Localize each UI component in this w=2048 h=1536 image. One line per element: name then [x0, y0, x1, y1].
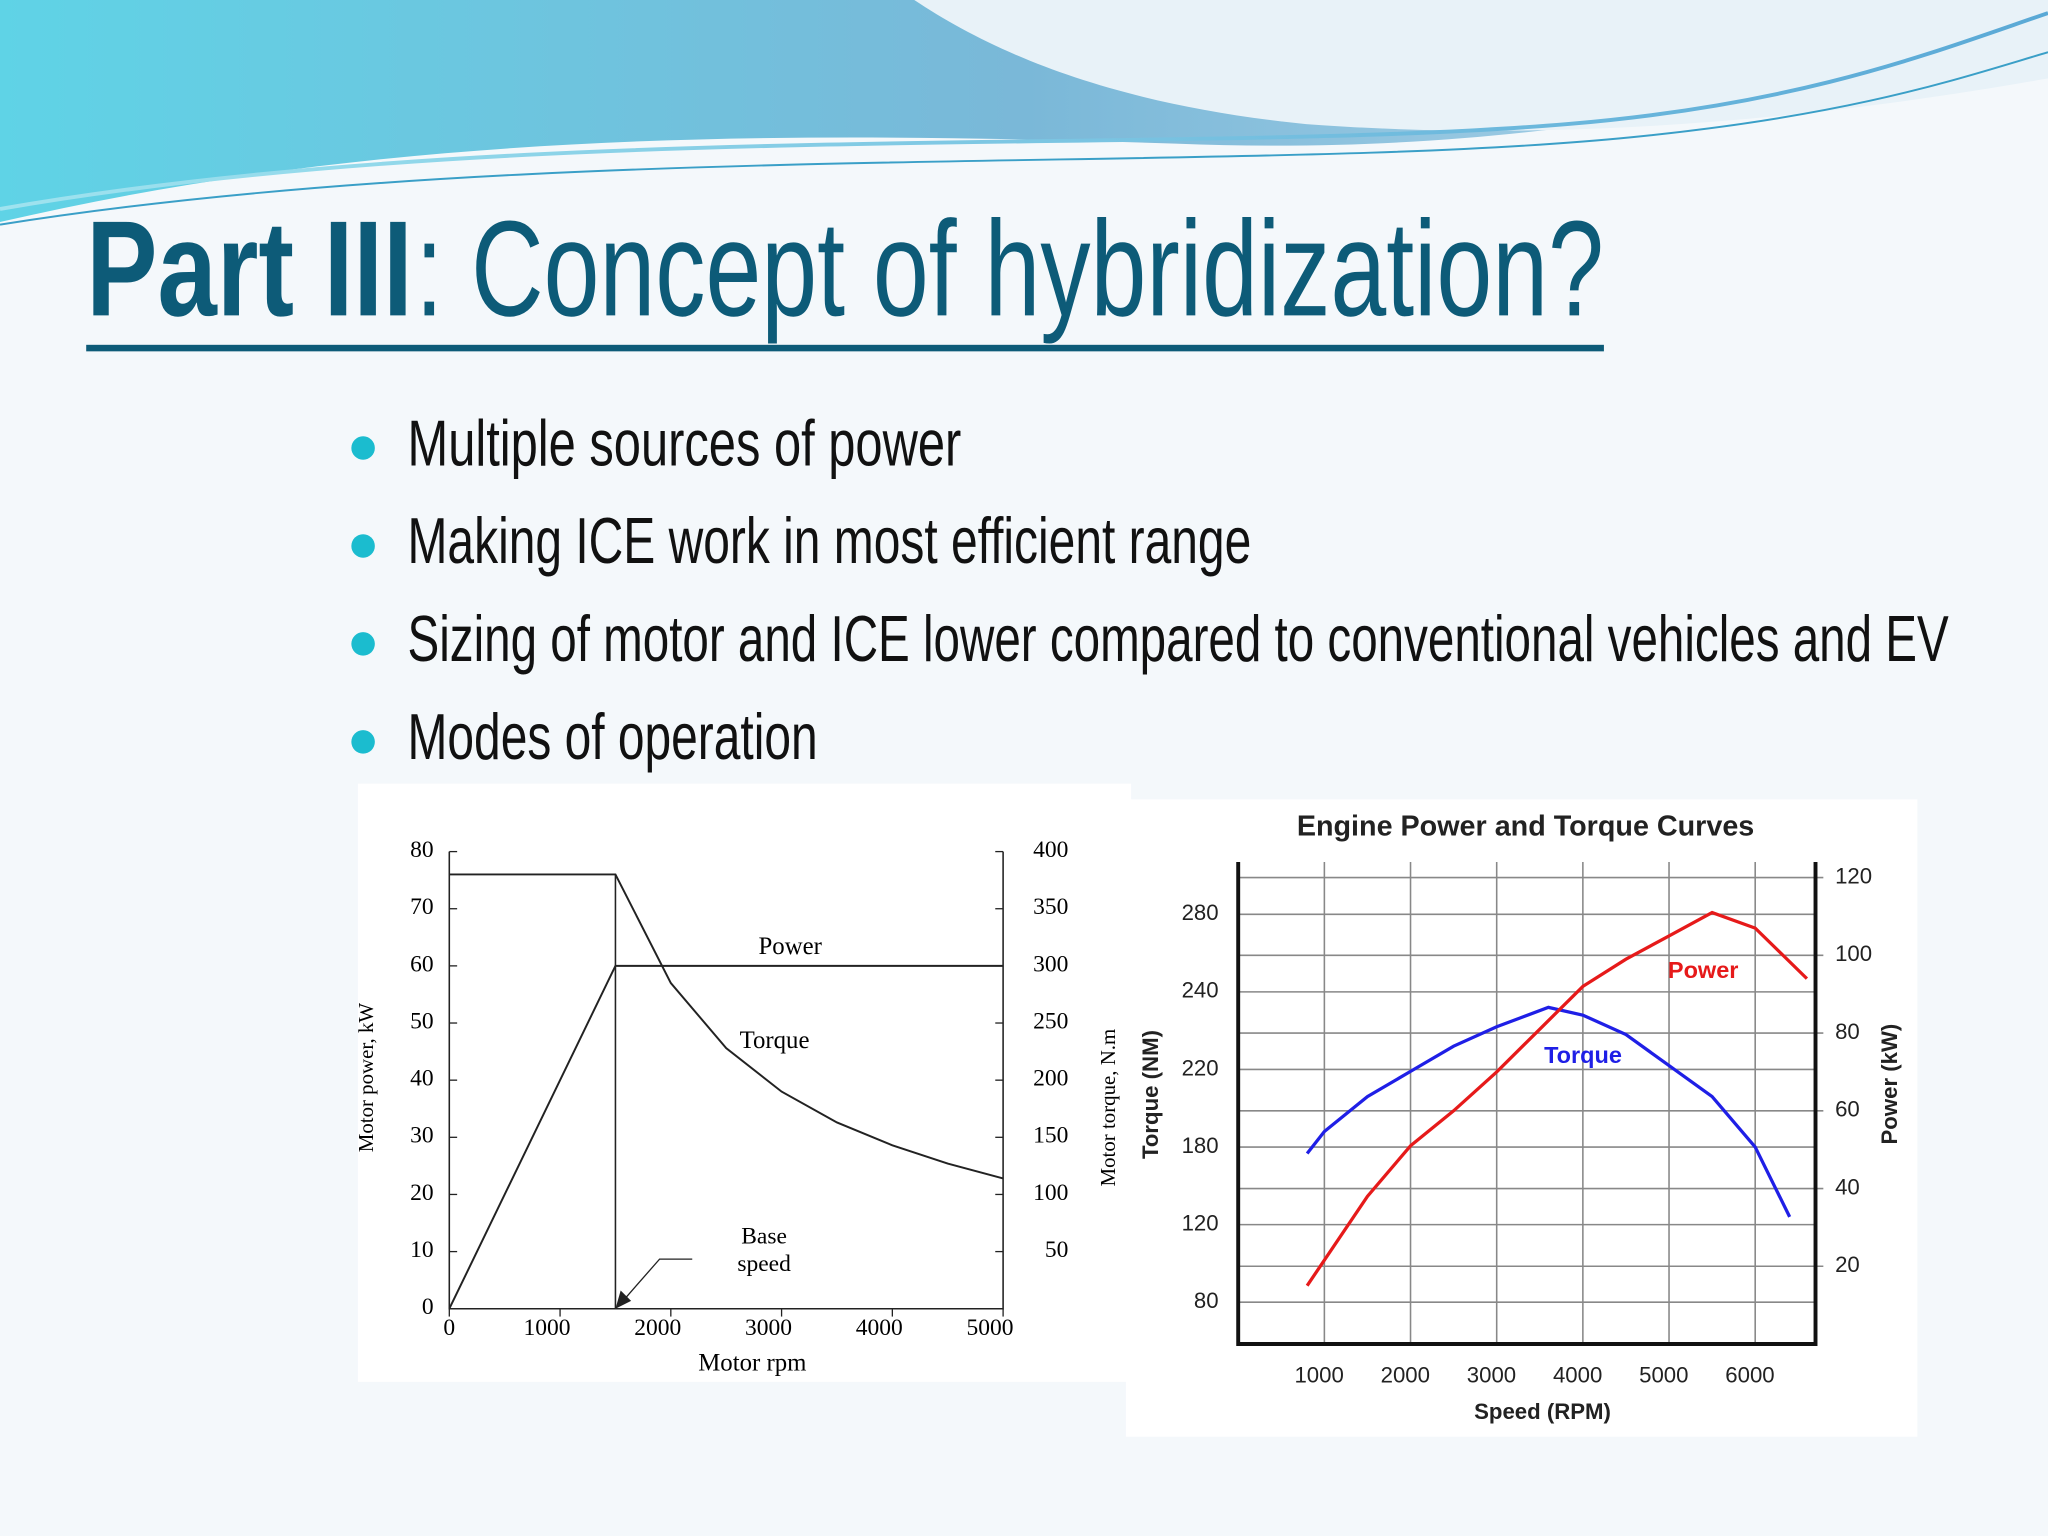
bullet-text: Making ICE work in most efficient range [408, 504, 1252, 577]
x-tick-label: 1000 [1294, 1363, 1343, 1388]
bullet-text: Sizing of motor and ICE lower compared t… [408, 602, 1950, 675]
y-tick-label: 20 [410, 1180, 434, 1206]
y-tick-label: 180 [1182, 1133, 1219, 1158]
bullet-dot [351, 534, 375, 558]
annotation: Base [741, 1224, 787, 1250]
y2-tick-label: 200 [1033, 1066, 1068, 1092]
y-tick-label: 220 [1182, 1055, 1219, 1080]
y2-tick-label: 60 [1835, 1097, 1860, 1122]
chart-title: Engine Power and Torque Curves [1297, 811, 1754, 843]
y2-tick-label: 300 [1033, 951, 1068, 977]
x-axis-label: Motor rpm [698, 1350, 806, 1377]
y-axis-label: Torque (NM) [1138, 1030, 1163, 1159]
y-tick-label: 70 [410, 894, 434, 920]
y2-tick-label: 120 [1835, 863, 1872, 888]
line [448, 964, 1004, 1310]
header-swoosh [0, 51, 2048, 226]
bullet-dot [351, 730, 375, 754]
bullets: Multiple sources of power Making ICE work… [351, 406, 1949, 773]
x-axis-label: Speed (RPM) [1474, 1399, 1611, 1424]
y2-tick-label: 350 [1033, 894, 1068, 920]
arrow-head [615, 1290, 632, 1309]
y-tick-label: 280 [1182, 900, 1219, 925]
y2-axis-label: Power (kW) [1877, 1024, 1902, 1145]
y-tick-label: 60 [410, 951, 434, 977]
y-tick-label: 240 [1182, 978, 1219, 1003]
title-rest: : Concept of hybridization? [415, 192, 1604, 344]
y2-tick-label: 400 [1033, 837, 1068, 863]
x-tick-label: 2000 [1381, 1363, 1430, 1388]
bullet-text: Modes of operation [408, 700, 818, 773]
chart-card [1125, 799, 1918, 1437]
y-axis-label: Motor power, kW [354, 1003, 378, 1153]
x-tick-label: 4000 [856, 1315, 903, 1341]
x-tick-label: 4000 [1553, 1363, 1602, 1388]
bullet-text: Multiple sources of power [408, 406, 962, 479]
line [1305, 910, 1809, 1287]
x-tick-label: 3000 [1467, 1363, 1516, 1388]
chart-2: Engine Power and Torque Curves 1000 2000 30… [1138, 811, 1902, 1424]
x-tick-label: 5000 [1639, 1363, 1688, 1388]
y-tick-label: 30 [410, 1123, 434, 1149]
y-tick-label: 120 [1182, 1210, 1219, 1235]
line [1305, 1005, 1792, 1218]
header-swoosh [0, 11, 2048, 211]
y2-axis-label: Motor torque, N.m [1096, 1029, 1120, 1187]
y-tick-label: 80 [1194, 1288, 1219, 1313]
bullet-dot [351, 632, 375, 656]
y2-tick-label: 100 [1033, 1180, 1068, 1206]
y2-tick-label: 40 [1835, 1174, 1860, 1199]
y2-tick-label: 150 [1033, 1123, 1068, 1149]
y-tick-label: 10 [410, 1237, 434, 1263]
y-tick-label: 80 [410, 837, 434, 863]
annotation: speed [737, 1251, 791, 1277]
series-label: Torque [740, 1027, 810, 1054]
title-bold: Part III [86, 192, 413, 344]
x-tick-label: 0 [443, 1315, 455, 1341]
x-tick-label: 6000 [1725, 1363, 1774, 1388]
y2-tick-label: 250 [1033, 1008, 1068, 1034]
axes [1236, 862, 1818, 1346]
y2-tick-label: 80 [1835, 1019, 1860, 1044]
x-tick-label: 1000 [524, 1315, 571, 1341]
x-tick-label: 5000 [967, 1315, 1014, 1341]
y2-tick-label: 20 [1835, 1252, 1860, 1277]
series-label: Power [759, 933, 823, 960]
y-tick-label: 50 [410, 1008, 434, 1034]
x-tick-label: 3000 [745, 1315, 792, 1341]
series-label: Torque [1544, 1042, 1622, 1068]
series-label: Power [1668, 957, 1739, 983]
y2-tick-label: 50 [1045, 1237, 1069, 1263]
line [449, 873, 1004, 1180]
y-tick-label: 40 [410, 1066, 434, 1092]
chart-1: 0 1000 2000 3000 4000 5000 0 10 20 30 40 50 60 70 80 50… [354, 837, 1120, 1377]
chart-card [357, 783, 1132, 1382]
arrow [620, 1258, 693, 1304]
x-tick-label: 2000 [634, 1315, 681, 1341]
y2-tick-label: 100 [1835, 941, 1872, 966]
y-tick-label: 0 [422, 1294, 434, 1320]
title-underline [86, 344, 1604, 352]
bullet-dot [351, 436, 375, 460]
